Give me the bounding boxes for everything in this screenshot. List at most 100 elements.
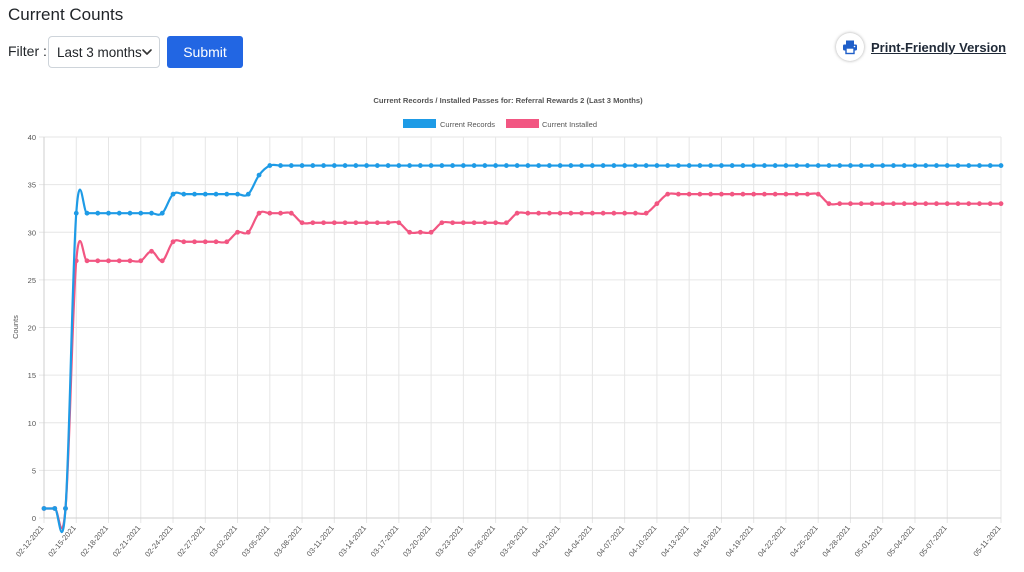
data-point-current-records xyxy=(955,163,961,168)
data-point-current-records xyxy=(977,163,982,168)
data-point-current-records xyxy=(708,163,714,168)
data-point-current-installed xyxy=(762,191,767,197)
data-point-current-installed xyxy=(127,258,133,264)
data-point-current-installed xyxy=(729,191,735,197)
data-point-current-records xyxy=(794,163,800,168)
data-point-current-installed xyxy=(848,201,853,207)
data-point-current-records xyxy=(740,163,746,168)
data-point-current-records xyxy=(503,163,509,168)
data-point-current-records xyxy=(912,163,918,168)
data-point-current-installed xyxy=(503,220,509,226)
data-point-current-installed xyxy=(815,191,821,197)
filter-selected-value: Last 3 months xyxy=(57,44,142,60)
counts-chart: Current Records / Installed Passes for: … xyxy=(11,96,1004,559)
data-point-current-installed xyxy=(998,201,1004,207)
data-point-current-installed xyxy=(267,210,273,216)
data-point-current-installed xyxy=(805,191,810,197)
data-point-current-records xyxy=(374,163,380,168)
data-point-current-installed xyxy=(407,229,412,235)
data-point-current-records xyxy=(138,210,144,216)
data-point-current-records xyxy=(159,210,165,216)
printer-icon xyxy=(836,33,864,61)
chevron-down-icon xyxy=(142,49,152,55)
data-point-current-installed xyxy=(611,210,617,216)
data-point-current-installed xyxy=(321,220,326,226)
data-point-current-records xyxy=(41,506,47,511)
data-point-current-records xyxy=(944,163,950,168)
data-point-current-records xyxy=(966,163,972,168)
data-point-current-records xyxy=(95,210,101,216)
data-point-current-records xyxy=(256,172,262,178)
data-point-current-records xyxy=(514,163,520,168)
data-point-current-installed xyxy=(192,239,197,245)
data-point-current-installed xyxy=(686,191,692,197)
data-point-current-installed xyxy=(708,191,714,197)
data-point-current-installed xyxy=(633,210,638,216)
data-point-current-records xyxy=(762,163,767,168)
data-point-current-installed xyxy=(923,201,929,207)
x-tick-label: 04-19-2021 xyxy=(724,524,756,559)
data-point-current-installed xyxy=(987,201,993,207)
data-point-current-records xyxy=(676,163,681,168)
x-tick-label: 03-11-2021 xyxy=(305,524,336,559)
data-point-current-records xyxy=(106,210,111,216)
x-tick-label: 05-01-2021 xyxy=(853,524,885,559)
data-point-current-installed xyxy=(837,201,843,207)
x-tick-label: 05-04-2021 xyxy=(885,524,917,559)
print-friendly-label: Print-Friendly Version xyxy=(871,39,1007,55)
data-point-current-records xyxy=(901,163,907,168)
x-tick-label: 02-27-2021 xyxy=(175,524,207,559)
x-tick-label: 05-11-2021 xyxy=(971,524,1002,559)
x-tick-label: 04-25-2021 xyxy=(788,524,820,559)
data-point-current-records xyxy=(805,163,810,168)
filter-label: Filter : xyxy=(8,43,47,59)
data-point-current-installed xyxy=(622,210,628,216)
y-axis-ticks: 0 5 10 15 20 25 30 35 40 xyxy=(28,133,36,523)
data-point-current-installed xyxy=(912,201,918,207)
data-point-current-installed xyxy=(149,248,154,254)
data-point-current-records xyxy=(84,210,90,216)
submit-button[interactable]: Submit xyxy=(167,36,243,68)
data-point-current-records xyxy=(729,163,735,168)
x-tick-label: 03-20-2021 xyxy=(401,524,433,559)
data-point-current-records xyxy=(439,163,445,168)
y-tick-label: 15 xyxy=(28,371,36,380)
filter-select[interactable]: Last 3 months xyxy=(48,36,160,68)
print-friendly-link[interactable]: Print-Friendly Version xyxy=(836,33,1007,61)
data-point-current-installed xyxy=(256,210,262,216)
chart-legend: Current Records Current Installed xyxy=(403,119,597,129)
x-tick-label: 04-22-2021 xyxy=(756,524,788,559)
data-point-current-installed xyxy=(288,210,294,216)
page-title: Current Counts xyxy=(8,5,124,24)
data-point-current-installed xyxy=(719,191,724,197)
data-point-current-records xyxy=(579,163,585,168)
data-point-current-records xyxy=(880,163,886,168)
data-point-current-records xyxy=(385,163,391,168)
data-point-current-records xyxy=(923,163,929,168)
data-point-current-records xyxy=(654,163,660,168)
data-point-current-installed xyxy=(869,201,875,207)
data-point-current-installed xyxy=(589,210,595,216)
y-tick-label: 10 xyxy=(28,419,36,428)
data-point-current-records xyxy=(589,163,595,168)
data-point-current-installed xyxy=(278,210,283,216)
data-point-current-installed xyxy=(159,258,165,264)
data-point-current-installed xyxy=(170,239,176,245)
data-point-current-installed xyxy=(310,220,316,226)
data-point-current-installed xyxy=(557,210,563,216)
data-point-current-installed xyxy=(901,201,907,207)
data-point-current-records xyxy=(471,163,477,168)
data-point-current-installed xyxy=(417,229,423,235)
x-tick-label: 03-17-2021 xyxy=(369,524,401,559)
data-point-current-installed xyxy=(676,191,681,197)
data-point-current-records xyxy=(116,210,122,216)
data-point-current-installed xyxy=(600,210,606,216)
data-point-current-records xyxy=(568,163,574,168)
data-point-current-records xyxy=(482,163,488,168)
data-point-current-records xyxy=(331,163,337,168)
data-point-current-installed xyxy=(891,201,896,207)
data-point-current-installed xyxy=(213,239,219,245)
data-point-current-installed xyxy=(482,220,488,226)
x-axis-ticks: 02-12-2021 02-15-2021 02-18-2021 02-21-2021… xyxy=(14,524,1003,559)
x-tick-label: 03-23-2021 xyxy=(433,524,465,559)
